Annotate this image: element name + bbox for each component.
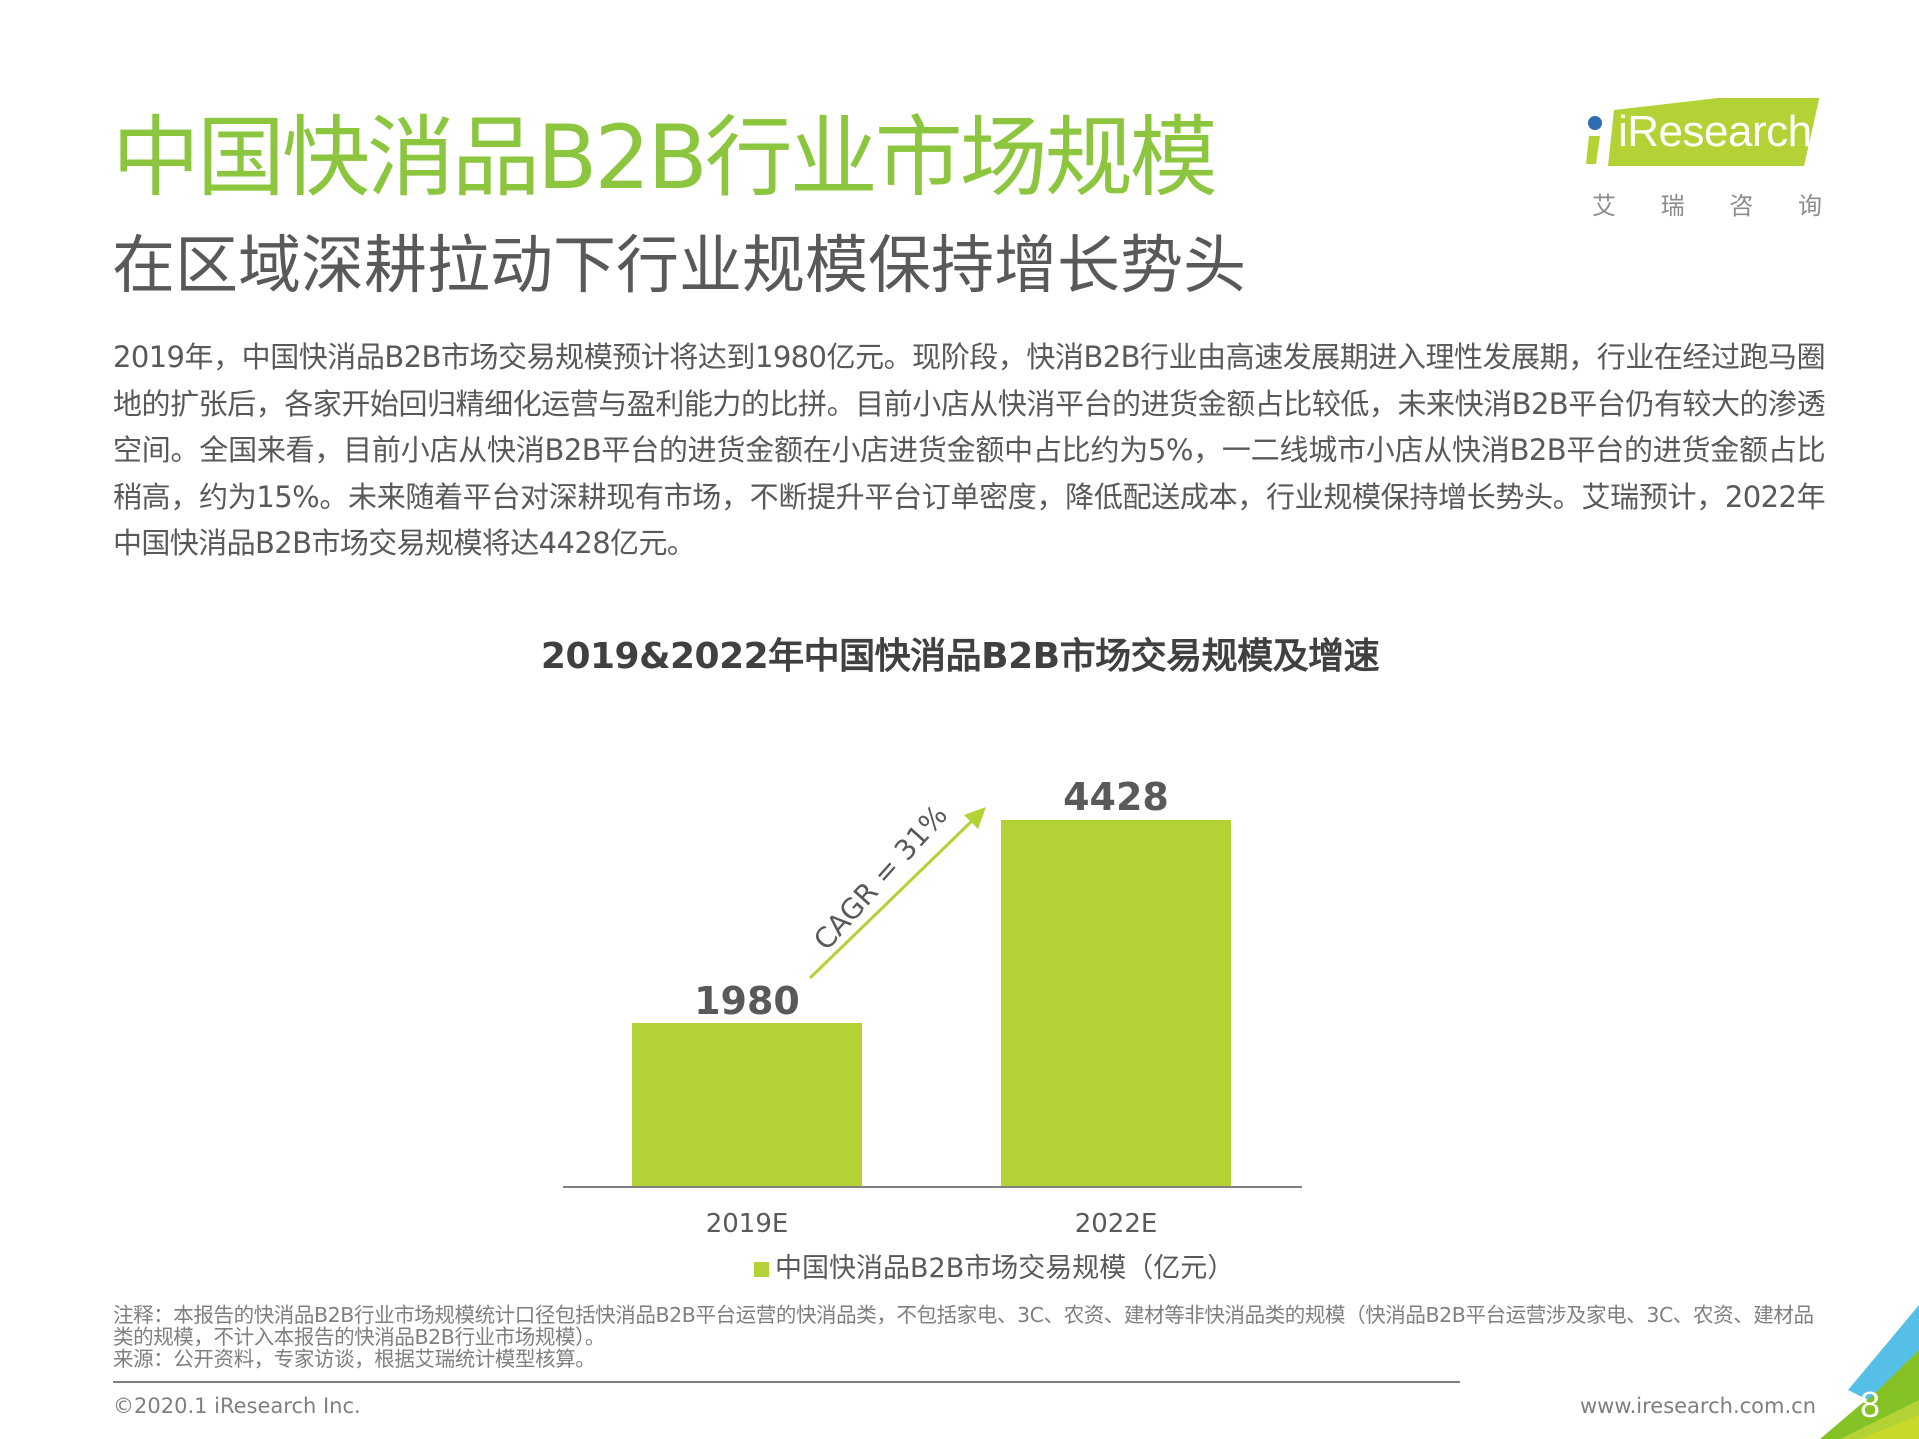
- growth-arrow-icon: [808, 807, 986, 980]
- copyright-text: ©2020.1 iResearch Inc.: [113, 1394, 361, 1418]
- footnotes: 注释：本报告的快消品B2B行业市场规模统计口径包括快消品B2B平台运营的快消品类…: [113, 1304, 1833, 1370]
- legend-swatch-icon: [754, 1261, 769, 1277]
- body-paragraph: 2019年，中国快消品B2B市场交易规模预计将达到1980亿元。现阶段，快消B2…: [113, 340, 1826, 560]
- category-label-2022e: 2022E: [1074, 1209, 1158, 1239]
- category-label-2019e: 2019E: [705, 1209, 789, 1239]
- x-axis-line: [563, 1186, 1302, 1188]
- source-text: 来源：公开资料，专家访谈，根据艾瑞统计模型核算。: [113, 1347, 596, 1371]
- logo-cn-char: 咨: [1729, 192, 1754, 220]
- legend-label: 中国快消品B2B市场交易规模（亿元）: [775, 1253, 1235, 1284]
- chart-legend: 中国快消品B2B市场交易规模（亿元）: [754, 1252, 1234, 1286]
- value-label-2022e: 4428: [1063, 775, 1169, 819]
- website-link[interactable]: www.iresearch.com.cn: [1580, 1394, 1817, 1418]
- value-label-2019e: 1980: [694, 979, 800, 1023]
- logo-cn-char: 艾: [1592, 192, 1616, 220]
- logo-cn-char: 瑞: [1660, 192, 1685, 220]
- bar-2019e: [632, 1023, 862, 1186]
- logo-brand-en: iResearch: [1618, 107, 1812, 156]
- page-title: 中国快消品B2B行业市场规模: [112, 106, 1218, 209]
- page-subtitle: 在区域深耕拉动下行业规模保持增长势头: [112, 229, 1246, 302]
- footer-divider: [113, 1381, 1460, 1383]
- iresearch-logo: iResearch 艾 瑞 咨 询: [1586, 98, 1826, 221]
- logo-brand-cn: 艾 瑞 咨 询: [1586, 186, 1826, 221]
- bar-2022e: [1001, 820, 1231, 1186]
- chart-title: 2019&2022年中国快消品B2B市场交易规模及增速: [540, 636, 1380, 677]
- logo-cn-char: 询: [1797, 192, 1822, 220]
- corner-decoration-icon: [1820, 1305, 1919, 1439]
- logo-badge-icon: [1586, 98, 1820, 166]
- note-text: 注释：本报告的快消品B2B行业市场规模统计口径包括快消品B2B平台运营的快消品类…: [113, 1303, 1814, 1349]
- page-number: 8: [1860, 1384, 1881, 1425]
